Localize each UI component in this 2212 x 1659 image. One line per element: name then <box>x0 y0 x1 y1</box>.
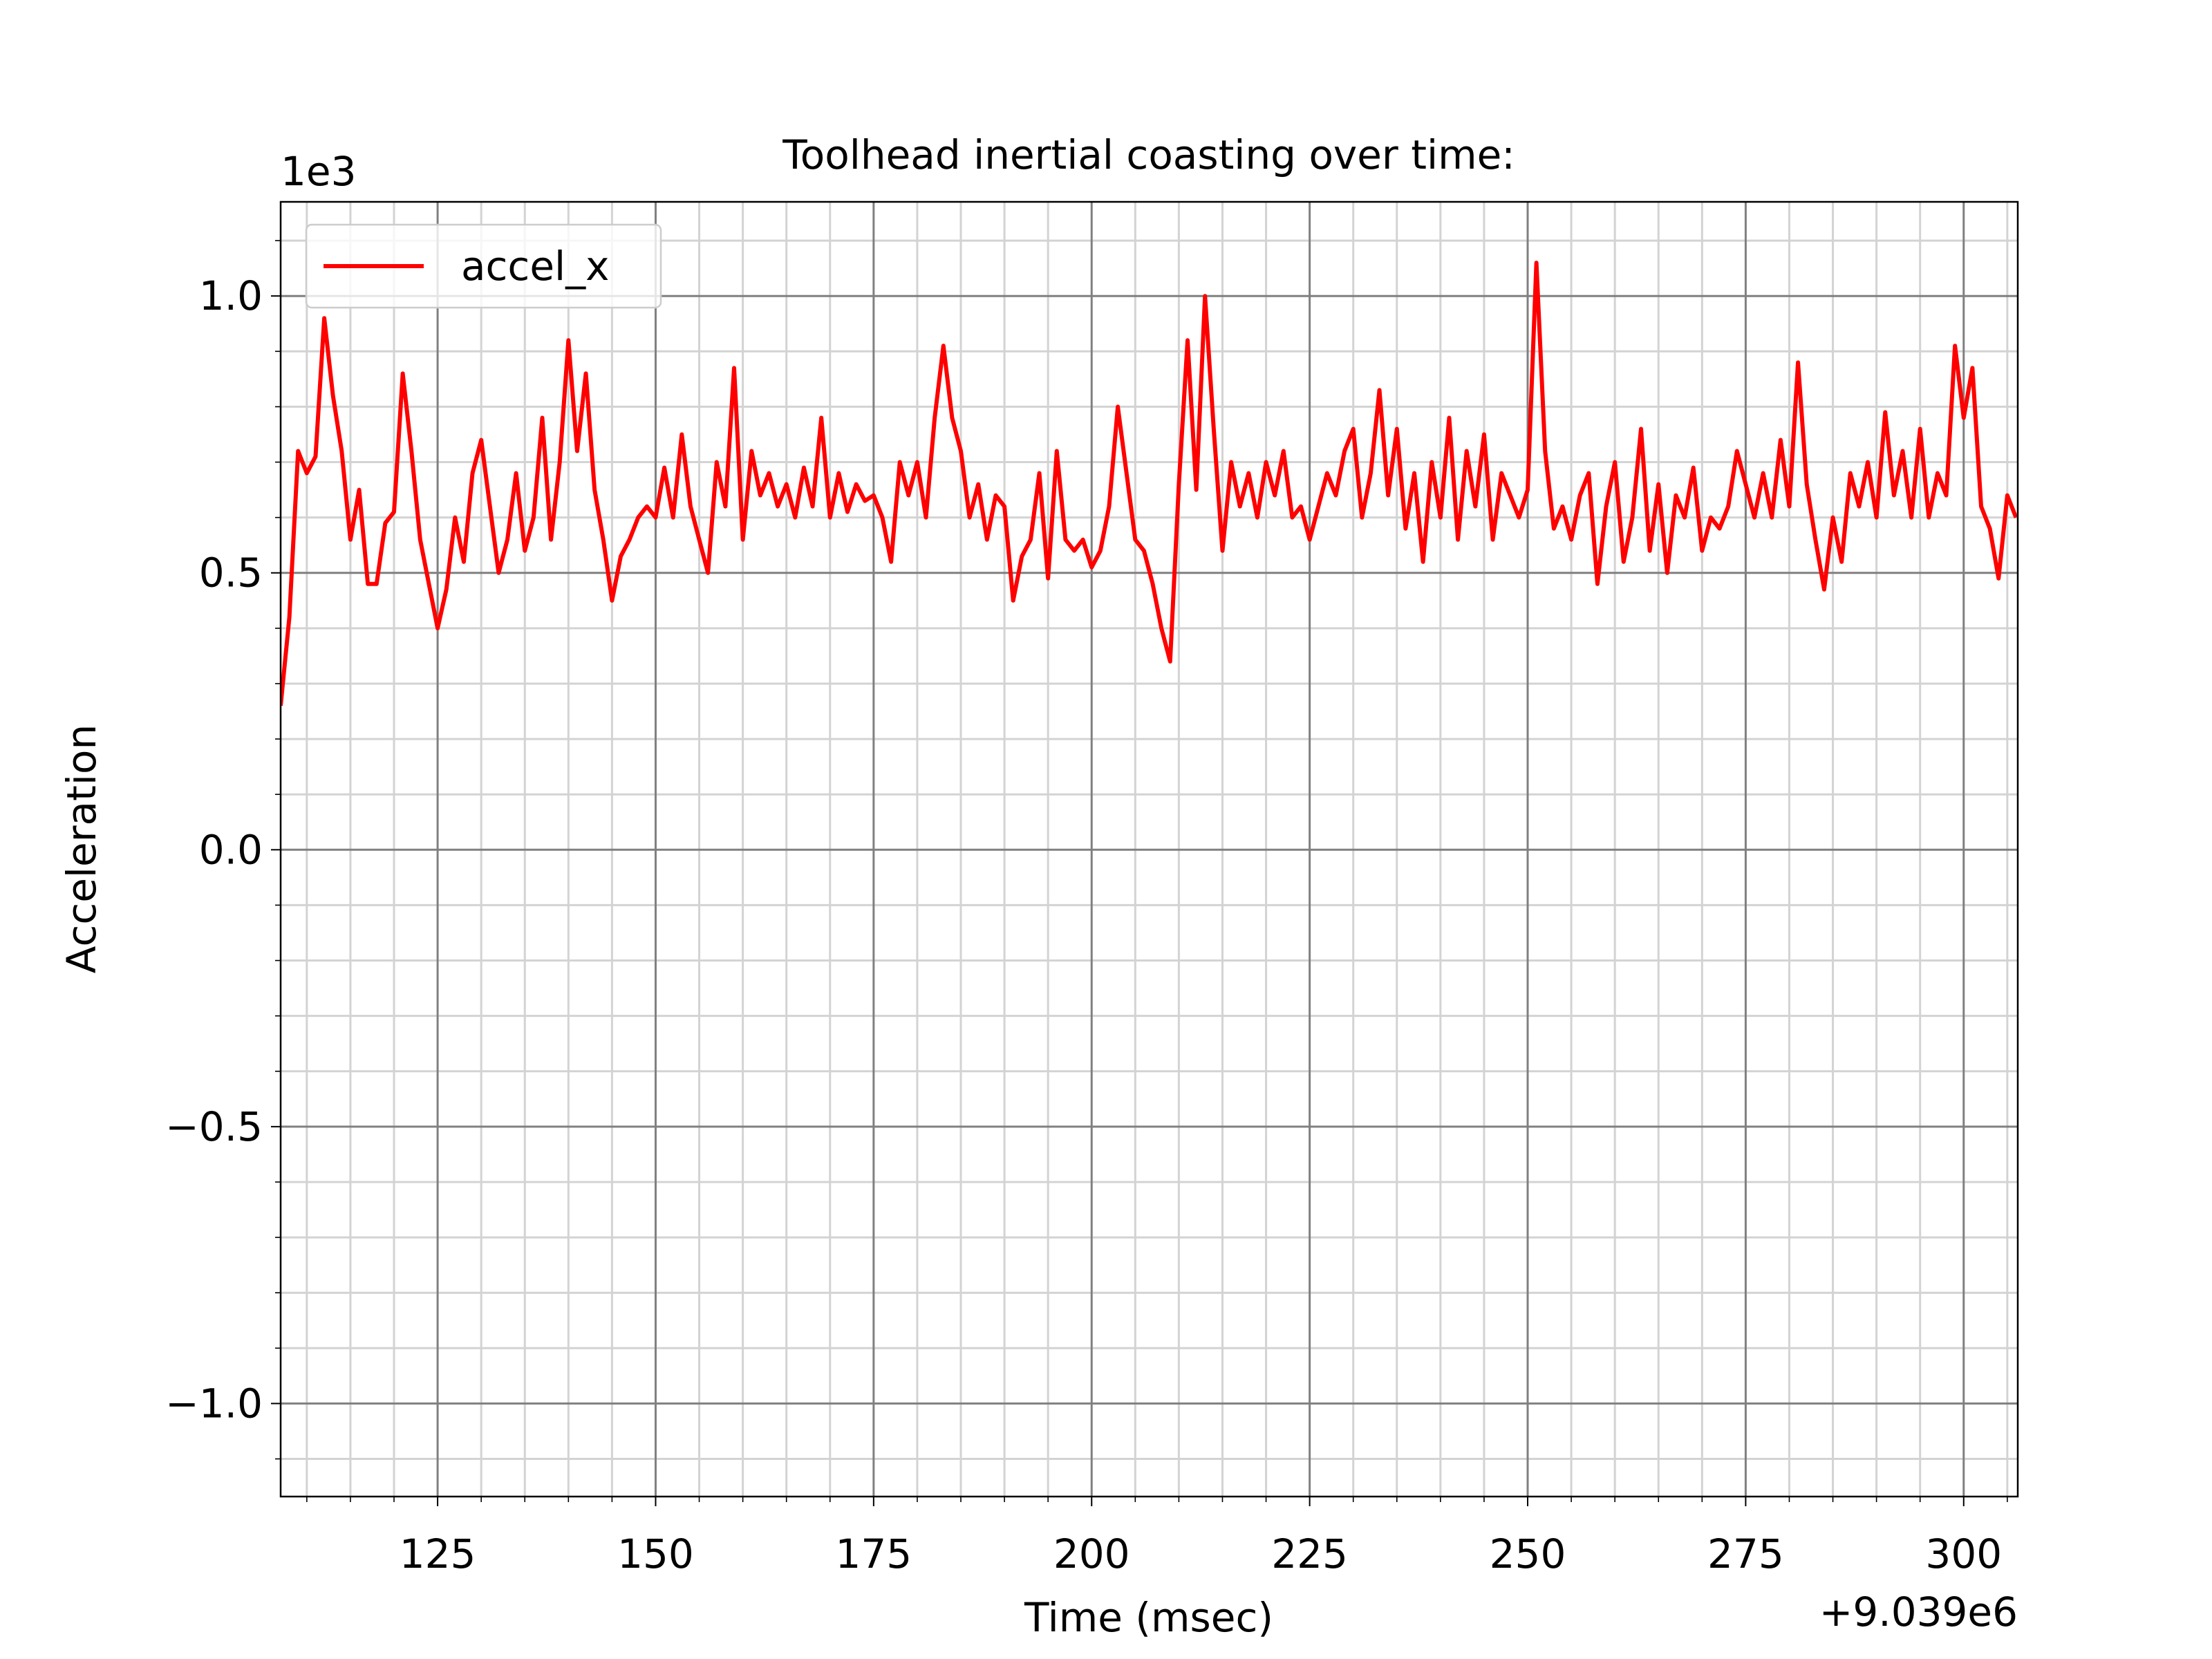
legend-box <box>305 223 662 309</box>
y-tick-label: −0.5 <box>165 1103 263 1150</box>
y-tick-label: 0.5 <box>199 550 263 597</box>
data-line <box>281 261 2018 706</box>
x-tick-label: 225 <box>1271 1530 1348 1577</box>
plot-frame <box>279 200 2019 1498</box>
y-tick-label: 1.0 <box>199 272 263 319</box>
x-offset-text: +9.039e6 <box>1819 1588 2018 1635</box>
y-tick-label: 0.0 <box>199 826 263 873</box>
x-tick-label: 200 <box>1053 1530 1130 1577</box>
y-axis-label: Acceleration <box>58 724 105 973</box>
x-axis-label: Time (msec) <box>1024 1594 1273 1641</box>
y-tick-label: −1.0 <box>165 1380 263 1427</box>
chart-title: Toolhead inertial coasting over time: <box>782 131 1515 178</box>
x-tick-label: 250 <box>1490 1530 1566 1577</box>
x-tick-label: 125 <box>400 1530 476 1577</box>
y-offset-text: 1e3 <box>281 148 357 195</box>
x-tick-label: 300 <box>1925 1530 2002 1577</box>
x-tick-label: 175 <box>835 1530 912 1577</box>
legend-label: accel_x <box>461 243 609 290</box>
x-tick-label: 150 <box>617 1530 694 1577</box>
x-tick-label: 275 <box>1707 1530 1784 1577</box>
